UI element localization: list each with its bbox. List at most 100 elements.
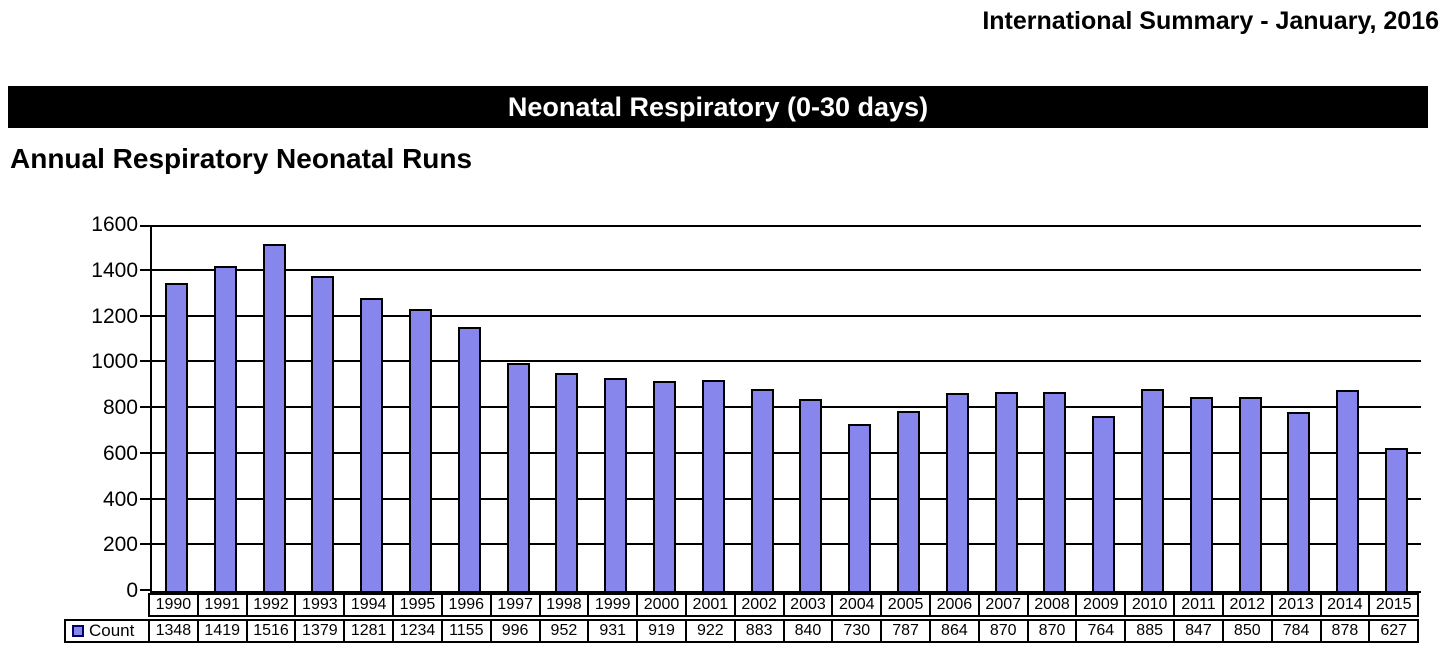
y-axis-tick-1400 <box>140 269 152 271</box>
bar-1994 <box>360 298 383 591</box>
count-cell-2003: 840 <box>782 621 832 641</box>
year-cell-1990: 1990 <box>155 596 192 613</box>
count-cell-2002: 883 <box>733 621 783 641</box>
bar-2009 <box>1092 416 1115 591</box>
year-cell-2003: 2003 <box>782 595 832 615</box>
year-cell-2001: 2001 <box>684 595 734 615</box>
year-cell-1999: 1999 <box>587 595 636 615</box>
bar-1997 <box>507 363 530 591</box>
year-cell-2007: 2007 <box>977 595 1027 615</box>
count-cell-1991: 1419 <box>196 621 246 641</box>
gridline-y-200 <box>152 543 1421 545</box>
bar-2000 <box>653 381 676 591</box>
y-axis-tick-1600 <box>140 225 152 227</box>
y-axis-tick-400 <box>140 498 152 500</box>
bar-2007 <box>995 392 1018 591</box>
bar-2014 <box>1336 390 1359 591</box>
bar-2001 <box>702 380 725 591</box>
bar-2012 <box>1239 397 1262 591</box>
count-cell-2008: 870 <box>1026 621 1076 641</box>
bar-2008 <box>1043 392 1066 591</box>
y-axis-tick-0 <box>140 589 152 591</box>
gridline-y-600 <box>152 452 1421 454</box>
legend-label: Count <box>89 621 135 640</box>
bar-1992 <box>263 244 286 591</box>
count-cell-2015: 627 <box>1368 621 1417 641</box>
bar-2003 <box>799 399 822 591</box>
count-cell-1992: 1516 <box>245 621 295 641</box>
count-cell-1995: 1234 <box>392 621 441 641</box>
bar-2006 <box>946 393 969 591</box>
legend-cell: Count <box>66 621 150 641</box>
year-cell-2004: 2004 <box>831 595 880 615</box>
bar-2015 <box>1385 448 1408 591</box>
chart-plot-area <box>140 225 1421 593</box>
gridline-y-1200 <box>152 315 1421 317</box>
y-axis-label-0: 0 <box>126 579 138 602</box>
year-cell-1994: 1994 <box>343 595 392 615</box>
count-cell-2005: 787 <box>880 621 929 641</box>
bar-2010 <box>1141 389 1164 591</box>
y-axis-label-1200: 1200 <box>91 305 138 328</box>
y-axis-tick-200 <box>140 543 152 545</box>
bar-1990 <box>165 283 188 591</box>
bar-1993 <box>311 276 334 591</box>
year-cell-2011: 2011 <box>1173 595 1222 615</box>
y-axis-tick-800 <box>140 406 152 408</box>
year-cell-2009: 2009 <box>1075 595 1124 615</box>
count-cell-1994: 1281 <box>343 621 392 641</box>
count-cell-2010: 885 <box>1124 621 1173 641</box>
count-cell-2009: 764 <box>1075 621 1124 641</box>
count-series-swatch-icon <box>72 625 84 637</box>
section-banner: Neonatal Respiratory (0-30 days) <box>8 86 1428 128</box>
count-cell-1998: 952 <box>538 621 588 641</box>
year-cell-2015: 2015 <box>1368 595 1417 615</box>
count-cell-2013: 784 <box>1270 621 1320 641</box>
bar-1998 <box>555 373 578 591</box>
bar-2002 <box>751 389 774 591</box>
year-cell-2000: 2000 <box>636 595 685 615</box>
count-cell-2006: 864 <box>929 621 978 641</box>
y-axis-label-800: 800 <box>102 396 138 419</box>
bar-2013 <box>1287 412 1310 591</box>
data-table-count-row: Count 1348 1419 1516 1379 1281 1234 1155 996 952 9… <box>64 619 1419 643</box>
year-cell-1997: 1997 <box>489 595 539 615</box>
count-cell-1997: 996 <box>489 621 539 641</box>
count-cell-2012: 850 <box>1221 621 1271 641</box>
count-cell-2007: 870 <box>977 621 1027 641</box>
y-axis-label-400: 400 <box>102 488 138 511</box>
y-axis-tick-1200 <box>140 315 152 317</box>
count-cell-2014: 878 <box>1319 621 1369 641</box>
count-cell-2001: 922 <box>684 621 734 641</box>
year-cell-2006: 2006 <box>929 595 978 615</box>
count-cell-1999: 931 <box>587 621 636 641</box>
year-cell-2013: 2013 <box>1270 595 1320 615</box>
count-cell-1993: 1379 <box>294 621 343 641</box>
year-cell-2005: 2005 <box>880 595 929 615</box>
year-cell-2014: 2014 <box>1319 595 1369 615</box>
bar-1999 <box>604 378 627 591</box>
year-cell-2008: 2008 <box>1026 595 1076 615</box>
y-axis-tick-600 <box>140 452 152 454</box>
year-cell-2012: 2012 <box>1221 595 1271 615</box>
year-cell-2010: 2010 <box>1124 595 1173 615</box>
y-axis-tick-1000 <box>140 360 152 362</box>
gridline-y-1400 <box>152 269 1421 271</box>
x-axis-year-row: 1990 1991 1992 1993 1994 1995 1996 1997 1998 1999… <box>148 593 1419 617</box>
count-cell-1990: 1348 <box>155 622 192 639</box>
year-cell-1991: 1991 <box>196 595 246 615</box>
gridline-y-400 <box>152 498 1421 500</box>
bar-1996 <box>458 327 481 591</box>
y-axis-label-200: 200 <box>102 533 138 556</box>
count-cell-2011: 847 <box>1173 621 1222 641</box>
gridline-y-1000 <box>152 360 1421 362</box>
count-cell-1996: 1155 <box>440 621 490 641</box>
y-axis-label-1000: 1000 <box>91 350 138 373</box>
count-cell-2000: 919 <box>636 621 685 641</box>
y-axis-label-1400: 1400 <box>91 259 138 282</box>
bar-2011 <box>1190 397 1213 591</box>
year-cell-1995: 1995 <box>392 595 441 615</box>
year-cell-1992: 1992 <box>245 595 295 615</box>
year-cell-1993: 1993 <box>294 595 343 615</box>
